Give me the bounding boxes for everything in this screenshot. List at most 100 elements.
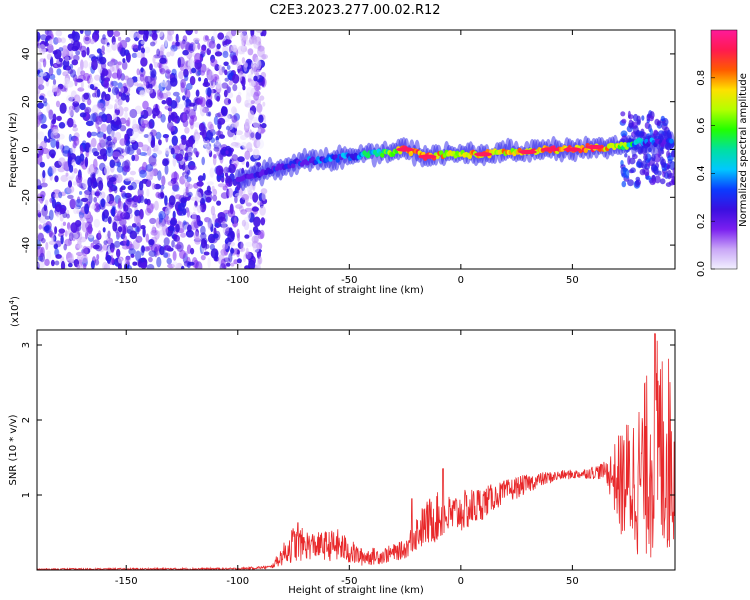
spectrogram-cell bbox=[628, 119, 634, 129]
spectrogram-cell bbox=[171, 240, 175, 248]
x-tick-label: -150 bbox=[115, 576, 138, 587]
spectrogram-cell bbox=[252, 243, 260, 253]
spectrogram-cell bbox=[223, 257, 231, 263]
spectrogram-cell bbox=[643, 153, 648, 161]
spectrogram-cell bbox=[102, 215, 109, 223]
spectrogram-cell bbox=[671, 175, 675, 185]
spectrogram-cell bbox=[180, 197, 188, 204]
spectrogram-cell bbox=[79, 102, 86, 111]
spectrogram-cell bbox=[242, 85, 246, 91]
spectrogram-cell bbox=[106, 254, 111, 264]
spectrogram-cell bbox=[635, 161, 642, 168]
spectrogram-cell bbox=[231, 30, 237, 37]
spectrogram-cell bbox=[80, 70, 86, 76]
spectrogram-cell bbox=[49, 38, 53, 46]
spectrogram-cell bbox=[305, 160, 310, 166]
spectrogram-cell bbox=[140, 67, 144, 73]
spectrogram-cell bbox=[75, 174, 83, 184]
spectrogram-cell bbox=[121, 192, 127, 199]
y-tick-label: 2 bbox=[21, 417, 32, 423]
spectrogram-cell bbox=[119, 187, 123, 193]
spectrogram-cell bbox=[37, 177, 41, 188]
colorbar-tick-label: 0.4 bbox=[696, 165, 707, 181]
spectrogram-cell bbox=[94, 202, 100, 212]
spectrogram-cell bbox=[79, 191, 83, 195]
spectrogram-cell bbox=[54, 203, 62, 213]
spectrogram-cell bbox=[55, 100, 61, 108]
spectrogram-cell bbox=[50, 138, 57, 149]
spectrogram-cell bbox=[140, 57, 148, 67]
spectrogram-cell bbox=[69, 50, 74, 61]
spectrogram-cell bbox=[40, 124, 48, 129]
spectrogram-cell bbox=[37, 210, 41, 215]
spectrogram-cell bbox=[166, 257, 172, 265]
spectrogram-cell bbox=[46, 90, 54, 97]
spectrogram-cell bbox=[93, 196, 98, 203]
spectrogram-cell bbox=[218, 69, 224, 76]
spectrogram-cell bbox=[175, 41, 180, 47]
spectrogram-cell bbox=[77, 240, 82, 245]
spectrogram-cell bbox=[39, 95, 45, 100]
spectrogram-cell bbox=[63, 77, 71, 89]
spectrogram-cell bbox=[148, 133, 152, 144]
spectrogram-cell bbox=[171, 171, 180, 182]
spectrogram-cell bbox=[59, 143, 63, 151]
spectrogram-cell bbox=[143, 46, 151, 54]
spectrogram-cell bbox=[38, 44, 46, 55]
spectrogram-cell bbox=[227, 128, 235, 138]
spectrogram-cell bbox=[100, 123, 108, 133]
spectrogram-cell bbox=[160, 113, 166, 123]
spectrogram-cell bbox=[217, 129, 221, 140]
spectrogram-cell bbox=[165, 134, 169, 143]
spectrogram-cell bbox=[114, 240, 121, 248]
spectrogram-cell bbox=[43, 225, 50, 232]
spectrogram-cell bbox=[144, 198, 149, 205]
spectrogram-cell bbox=[158, 139, 162, 146]
spectrogram-cell bbox=[206, 112, 211, 117]
spectrogram-cell bbox=[111, 41, 118, 51]
spectrogram-cell bbox=[53, 192, 60, 199]
spectrogram-cell bbox=[228, 163, 236, 174]
spectrogram-cell bbox=[209, 167, 215, 178]
spectrogram-cell bbox=[211, 185, 215, 192]
y-tick-label: -20 bbox=[21, 189, 32, 205]
spectrogram-cell bbox=[165, 91, 171, 97]
spectrogram-cell bbox=[171, 232, 175, 239]
spectrogram-cell bbox=[150, 69, 157, 78]
spectrogram-cell bbox=[117, 263, 122, 269]
spectrogram-cell bbox=[182, 95, 186, 101]
spectrogram-cell bbox=[135, 261, 142, 266]
spectrogram-cell bbox=[64, 230, 68, 237]
spectrogram-cell bbox=[154, 84, 159, 93]
spectrogram-cell bbox=[643, 167, 650, 177]
spectrogram-cell bbox=[49, 230, 53, 237]
y-tick-label: 40 bbox=[21, 48, 32, 61]
spectrogram-cell bbox=[669, 138, 674, 144]
spectrogram-cell bbox=[67, 176, 73, 182]
spectrogram-cell bbox=[169, 49, 175, 57]
spectrogram-cell bbox=[204, 35, 209, 41]
spectrogram-cell bbox=[75, 50, 81, 56]
spectrogram-cell bbox=[207, 100, 212, 106]
spectrogram-cell bbox=[157, 170, 162, 181]
spectrogram-cell bbox=[153, 61, 159, 68]
colorbar-tick-label: 0.8 bbox=[696, 70, 707, 86]
spectrogram-cell bbox=[142, 227, 146, 238]
spectrogram-cell bbox=[37, 185, 43, 190]
spectrogram-cell bbox=[120, 224, 128, 235]
spectrogram-cell bbox=[91, 59, 98, 71]
spectrogram-cell bbox=[69, 164, 74, 173]
spectrogram-cell bbox=[209, 243, 215, 251]
spectrogram-cell bbox=[240, 209, 248, 215]
spectrogram-cell bbox=[84, 106, 92, 114]
spectrogram-cell bbox=[245, 247, 249, 255]
spectrogram-cell bbox=[256, 139, 265, 149]
spectrogram-cell bbox=[622, 167, 627, 174]
spectrogram-cell bbox=[60, 260, 66, 269]
spectrogram-cell bbox=[107, 230, 111, 239]
spectrogram-cell bbox=[178, 71, 184, 80]
spectrogram-cell bbox=[116, 165, 124, 173]
spectrogram-cell bbox=[146, 188, 150, 197]
spectrogram-cell bbox=[169, 219, 177, 226]
spectrogram-cell bbox=[290, 163, 296, 169]
